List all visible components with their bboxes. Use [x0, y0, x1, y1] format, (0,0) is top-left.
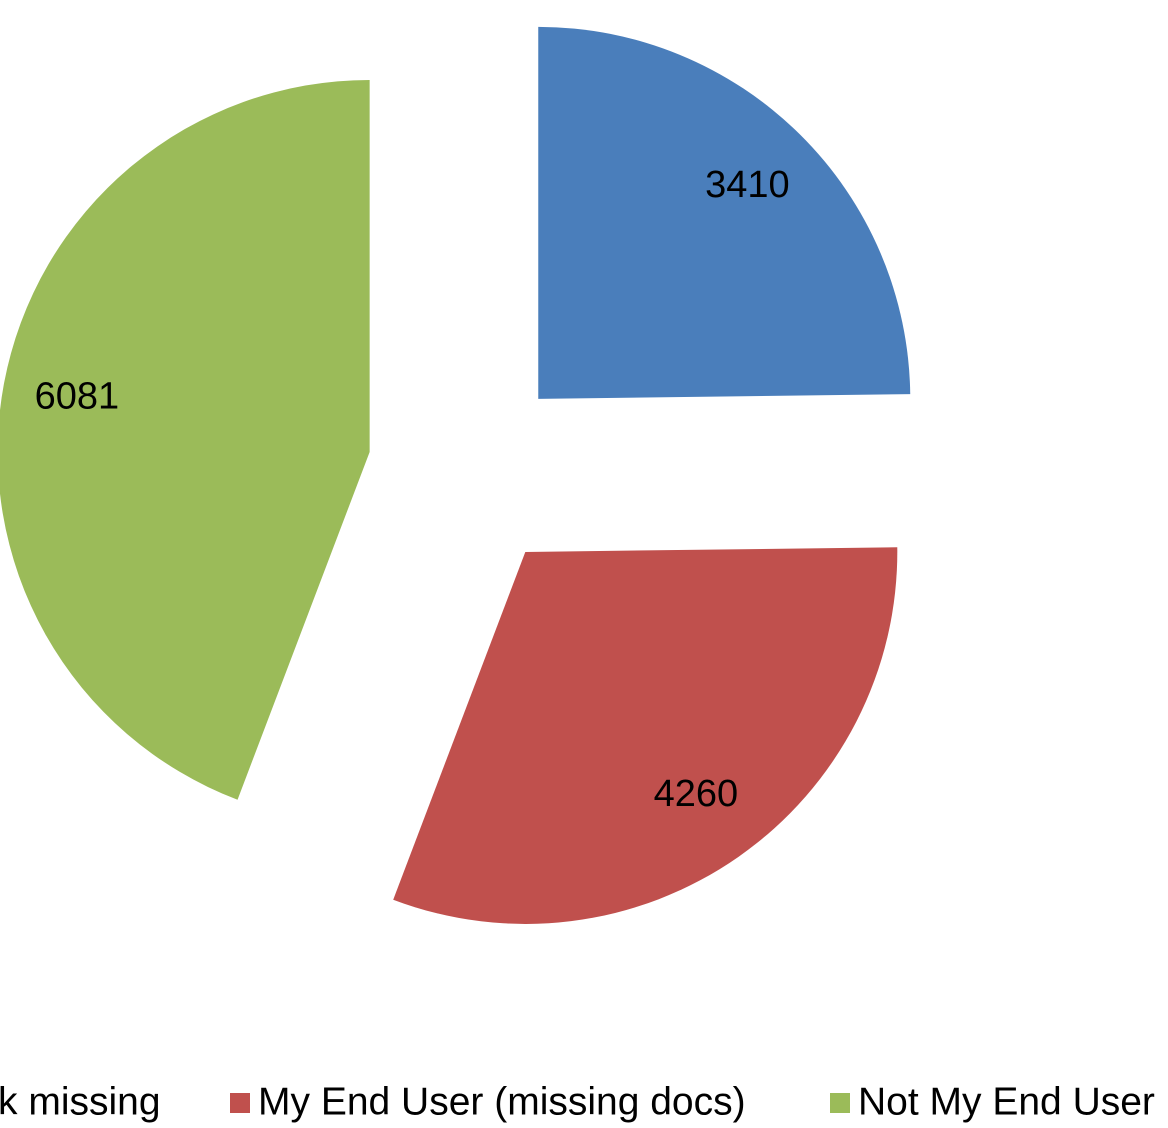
legend-label: k missing [0, 1080, 161, 1123]
legend-label: Not My End User [858, 1080, 1155, 1123]
legend: k missing My End User (missing docs) Not M… [0, 1080, 1155, 1123]
legend-label: My End User (missing docs) [258, 1080, 746, 1123]
pie: 3410 4260 6081 [0, 26, 911, 924]
pie-slice [393, 547, 898, 924]
pie-slice [0, 79, 370, 800]
legend-swatch [830, 1093, 850, 1113]
data-label: 3410 [705, 164, 790, 206]
pie-slice [538, 26, 911, 399]
data-label: 4260 [654, 773, 739, 815]
data-label: 6081 [35, 375, 120, 417]
legend-swatch [230, 1093, 250, 1113]
